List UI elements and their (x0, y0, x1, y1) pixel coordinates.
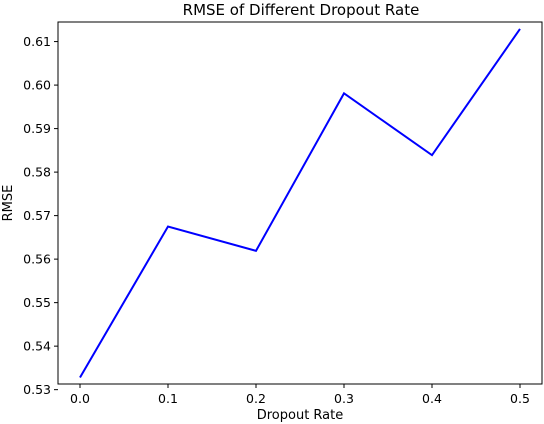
y-tick-label: 0.60 (23, 78, 51, 93)
y-axis-ticks: 0.53 0.54 0.55 0.56 0.57 0.58 0.59 0.60 0.61 (23, 34, 58, 397)
y-tick-label: 0.54 (23, 339, 51, 354)
y-axis-label: RMSE (1, 185, 16, 222)
x-axis-ticks: 0.0 0.1 0.2 0.3 0.4 0.5 (70, 384, 530, 406)
x-tick-label: 0.1 (158, 391, 178, 406)
x-tick-label: 0.2 (246, 391, 266, 406)
y-tick-label: 0.59 (23, 121, 51, 136)
y-tick-label: 0.55 (23, 295, 51, 310)
plot-frame (57, 21, 543, 385)
x-tick-label: 0.4 (422, 391, 442, 406)
plot-area: 0.0 0.1 0.2 0.3 0.4 0.5 0.530.540.550.560.570… (23, 21, 543, 406)
chart-title: RMSE of Different Dropout Rate (183, 1, 420, 19)
series-layer (79, 28, 521, 378)
series-line (79, 28, 521, 378)
y-tick-label: 0.58 (23, 165, 51, 180)
x-tick-label: 0.5 (510, 391, 530, 406)
x-tick-label: 0.0 (70, 391, 90, 406)
y-tick-label: 0.61 (23, 34, 51, 49)
y-tick-label: 0.57 (23, 208, 51, 223)
x-axis-label: Dropout Rate (257, 408, 344, 423)
y-tick-label: 0.53 (23, 382, 51, 397)
y-tick-label: 0.56 (23, 252, 51, 267)
x-tick-label: 0.3 (334, 391, 354, 406)
